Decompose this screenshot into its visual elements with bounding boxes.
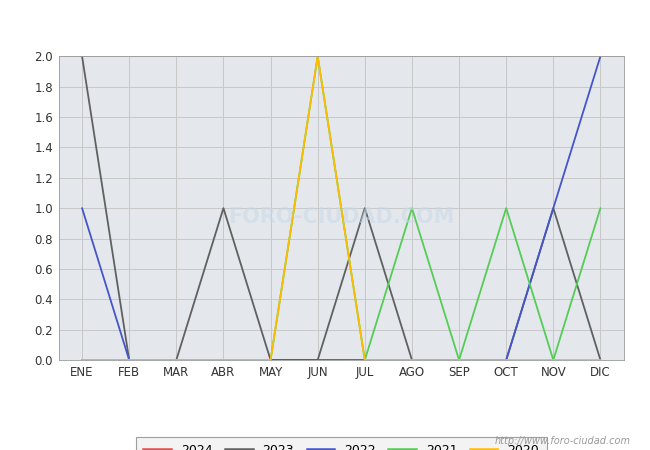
- Text: http://www.foro-ciudad.com: http://www.foro-ciudad.com: [495, 436, 630, 446]
- Text: Matriculaciones de Vehiculos en Corrales de Duero: Matriculaciones de Vehiculos en Corrales…: [114, 14, 536, 33]
- Text: FORO-CIUDAD.COM: FORO-CIUDAD.COM: [228, 207, 454, 227]
- Legend: 2024, 2023, 2022, 2021, 2020: 2024, 2023, 2022, 2021, 2020: [136, 436, 547, 450]
